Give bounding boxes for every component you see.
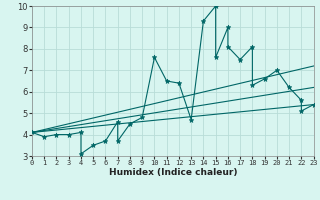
X-axis label: Humidex (Indice chaleur): Humidex (Indice chaleur) (108, 168, 237, 177)
